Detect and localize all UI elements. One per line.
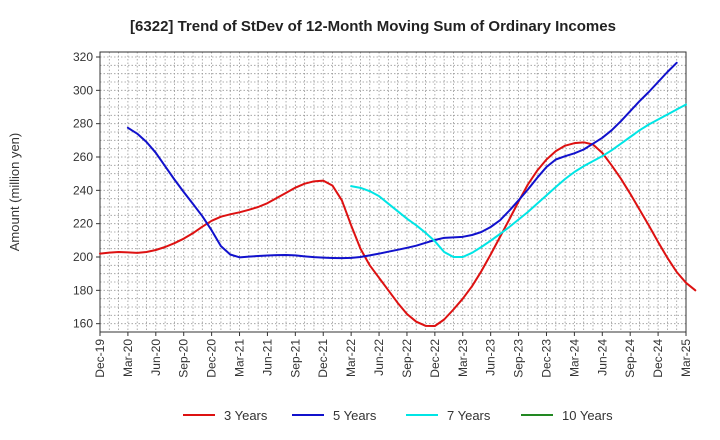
x-tick-label: Sep-22 (400, 339, 414, 378)
y-axis-label: Amount (million yen) (7, 133, 22, 252)
y-tick-label: 220 (73, 217, 93, 231)
x-tick-label: Mar-23 (456, 339, 470, 377)
x-tick-label: Dec-23 (539, 339, 553, 378)
x-tick-label: Dec-21 (316, 339, 330, 378)
series-line-5-years (126, 61, 678, 260)
x-tick-label: Mar-20 (121, 339, 135, 377)
x-tick-label: Jun-21 (260, 339, 274, 376)
grid (99, 52, 687, 332)
series (99, 61, 697, 327)
series-line-7-years (350, 103, 687, 258)
y-tick-label: 160 (73, 317, 93, 331)
x-tick-label: Jun-24 (595, 339, 609, 376)
y-tick-label: 240 (73, 183, 93, 197)
x-tick-label: Sep-23 (512, 339, 526, 378)
legend-label: 5 Years (333, 408, 377, 423)
x-tick-label: Jun-20 (149, 339, 163, 376)
x-tick-label: Jun-22 (372, 339, 386, 376)
axes: 160 180 200 220 240 260 280 300 320 Dec-19 Mar-20 J… (73, 50, 693, 378)
x-tick-label: Mar-25 (679, 339, 693, 377)
plot-frame (99, 51, 687, 333)
x-tick-label: Sep-21 (288, 339, 302, 378)
y-tick-label: 280 (73, 117, 93, 131)
x-tick-label: Jun-23 (484, 339, 498, 376)
chart-title: [6322] Trend of StDev of 12-Month Moving… (130, 18, 616, 35)
x-tick-label: Mar-22 (344, 339, 358, 377)
y-tick-label: 180 (73, 283, 93, 297)
y-tick-label: 300 (73, 83, 93, 97)
x-tick-label: Sep-24 (623, 339, 637, 378)
series-line-3-years (99, 141, 697, 327)
y-tick-label: 200 (73, 250, 93, 264)
x-tick-label: Dec-24 (651, 339, 665, 378)
y-tick-label: 320 (73, 50, 93, 64)
x-tick-label: Dec-20 (205, 339, 219, 378)
x-tick-label: Dec-22 (428, 339, 442, 378)
legend-label: 3 Years (224, 408, 268, 423)
x-tick-label: Mar-21 (233, 339, 247, 377)
legend-label: 7 Years (447, 408, 491, 423)
plot-area (100, 52, 686, 332)
x-tick-label: Dec-19 (93, 339, 107, 378)
legend-label: 10 Years (562, 408, 613, 423)
y-tick-label: 260 (73, 150, 93, 164)
x-tick-label: Sep-20 (177, 339, 191, 378)
x-tick-label: Mar-24 (567, 339, 581, 377)
legend: 3 Years 5 Years 7 Years 10 Years (183, 408, 613, 423)
